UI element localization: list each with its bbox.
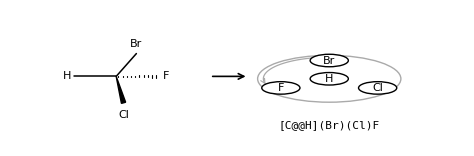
Text: H: H	[325, 74, 333, 84]
Text: [C@@H](Br)(Cl)F: [C@@H](Br)(Cl)F	[279, 120, 380, 130]
Text: F: F	[278, 83, 284, 93]
Text: Cl: Cl	[372, 83, 383, 93]
Circle shape	[358, 82, 397, 94]
Text: Br: Br	[323, 56, 336, 66]
Text: F: F	[163, 71, 169, 81]
Polygon shape	[116, 76, 126, 103]
Text: H: H	[63, 71, 71, 81]
Circle shape	[262, 82, 300, 94]
Text: Br: Br	[130, 39, 143, 49]
Circle shape	[310, 73, 348, 85]
Text: Cl: Cl	[118, 110, 129, 120]
Circle shape	[310, 54, 348, 67]
